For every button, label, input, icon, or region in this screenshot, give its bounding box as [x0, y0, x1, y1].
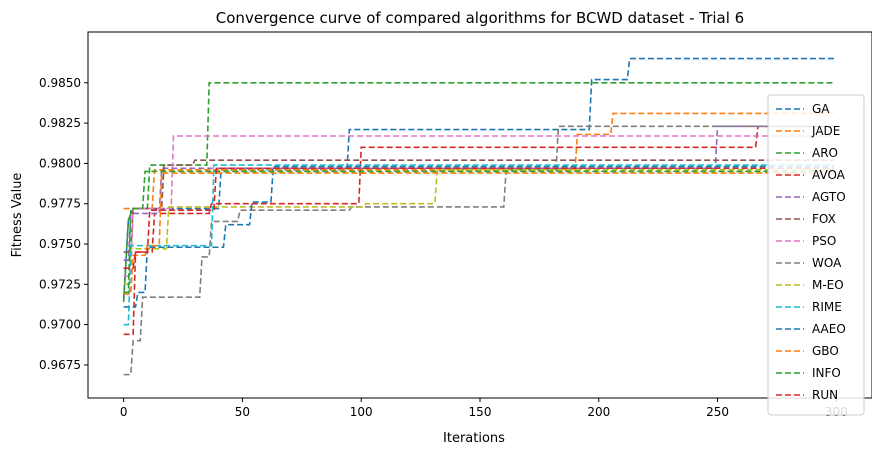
legend-label: JADE	[811, 124, 840, 138]
legend-label: M-EO	[812, 278, 844, 292]
y-tick-label: 0.9800	[39, 156, 81, 170]
y-tick-label: 0.9675	[39, 358, 81, 372]
legend-label: PSO	[812, 234, 836, 248]
series-lines	[122, 57, 834, 376]
y-tick-label: 0.9850	[39, 76, 81, 90]
series-line-aaeo	[123, 165, 834, 308]
legend-label: FOX	[812, 212, 836, 226]
y-axis-ticks: 0.9675 0.9700 0.9725 0.9750 0.9775 0.9800 0.98…	[39, 76, 88, 372]
x-tick-label: 200	[587, 405, 610, 419]
x-tick-label: 0	[120, 405, 128, 419]
legend-label: ARO	[812, 146, 838, 160]
legend-label: RUN	[812, 388, 838, 402]
legend-box	[767, 94, 865, 416]
series-line-run	[123, 167, 834, 270]
x-tick-label: 50	[235, 405, 250, 419]
x-tick-label: 250	[706, 405, 729, 419]
y-tick-label: 0.9825	[39, 116, 81, 130]
series-line-jade	[123, 112, 834, 210]
legend-label: AVOA	[812, 168, 846, 182]
legend-label: INFO	[812, 366, 841, 380]
legend: GA JADE ARO AVOA AGTO FOX PSO WOA M-EO RIME AAEO GB…	[767, 94, 865, 416]
y-tick-label: 0.9700	[39, 318, 81, 332]
x-axis-label: Iterations	[443, 431, 505, 446]
x-tick-label: 150	[469, 405, 492, 419]
legend-label: RIME	[812, 300, 842, 314]
legend-label: GBO	[812, 344, 839, 358]
y-tick-label: 0.9775	[39, 197, 81, 211]
y-axis-label: Fitness Value	[10, 173, 25, 258]
legend-label: WOA	[812, 256, 842, 270]
legend-label: GA	[812, 102, 830, 116]
x-tick-label: 100	[350, 405, 373, 419]
legend-label: AGTO	[812, 190, 846, 204]
chart-title: Convergence curve of compared algorithms…	[216, 9, 744, 27]
legend-label: AAEO	[812, 322, 846, 336]
series-line-ga	[122, 57, 834, 299]
series-line-aro	[122, 81, 834, 303]
series-line-avoa	[123, 125, 834, 336]
series-line-rime	[123, 164, 834, 326]
series-line-info	[123, 170, 834, 294]
y-tick-label: 0.9750	[39, 237, 81, 251]
series-line-gbo	[123, 172, 834, 295]
y-tick-label: 0.9725	[39, 277, 81, 291]
